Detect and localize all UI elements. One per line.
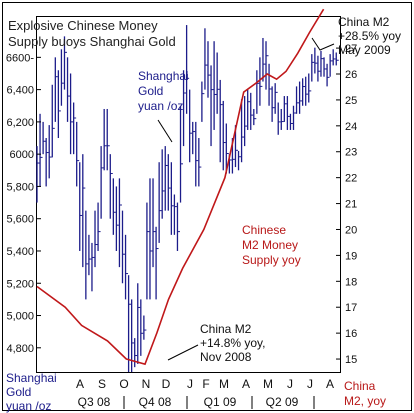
month-label: A <box>242 377 250 391</box>
left-tick-label: 5,400 <box>6 246 34 258</box>
right-tick-label: 19 <box>345 250 357 262</box>
month-label: J <box>287 377 293 391</box>
right-tick-label: 21 <box>345 199 357 211</box>
left-tick-label: 5,600 <box>6 214 34 226</box>
month-label: N <box>142 377 151 391</box>
m2-low-pointer <box>167 344 199 361</box>
month-label: S <box>98 377 106 391</box>
left-tick-label: 6000 <box>10 149 34 161</box>
m2-line <box>36 8 325 366</box>
m2-label-line-2: M2 Money <box>242 238 298 252</box>
right-tick-label: 22 <box>345 173 357 185</box>
quarter-label: Q3 08 <box>78 395 111 409</box>
gold-label-line-2: Gold <box>138 84 163 98</box>
left-tick-label: 4,800 <box>6 343 34 355</box>
m2-label-line-3: Supply yoy <box>242 253 301 267</box>
chart-title-line-1: Explosive Chinese Money <box>8 18 158 33</box>
quarter-label: Q4 08 <box>139 395 172 409</box>
right-tick-label: 16 <box>345 328 357 340</box>
right-tick-label: 26 <box>345 69 357 81</box>
right-axis: 15 16 17 18 19 20 21 22 23 24 25 26 27 <box>336 43 357 366</box>
m2-low-line-1: China M2 <box>200 322 252 336</box>
right-tick-label: 17 <box>345 302 357 314</box>
right-axis-footer-line-2: M2, yoy <box>344 394 386 408</box>
left-axis: 4,800 5,000 5,200 5,400 5,600 5,800 6000 6,200 6… <box>6 52 41 355</box>
m2-high-line-1: China M2 <box>338 15 390 29</box>
right-tick-label: 18 <box>345 276 357 288</box>
chart-title-line-2: Supply buoys Shanghai Gold <box>8 34 176 49</box>
m2-series <box>36 8 325 366</box>
month-label: M <box>263 377 273 391</box>
left-axis-footer-line-3: yuan /oz <box>6 399 51 413</box>
gold-label-line-3: yuan /oz <box>138 99 183 113</box>
left-tick-label: 6600- <box>6 52 34 64</box>
month-label: F <box>202 377 209 391</box>
month-label: M <box>219 377 229 391</box>
month-label: O <box>119 377 128 391</box>
left-tick-label: 6,200 <box>6 117 34 129</box>
x-axis: A S O N D J F M A M J J AQ3 08 Q4 08 Q1 09 Q2 09 <box>76 377 334 409</box>
month-label: A <box>326 377 334 391</box>
m2-label-line-1: Chinese <box>242 223 286 237</box>
gold-price-series <box>36 25 339 372</box>
month-label: A <box>76 377 84 391</box>
quarter-label: Q2 09 <box>266 395 299 409</box>
left-axis-footer-line-2: Gold <box>6 385 31 399</box>
m2-low-line-2: +14.8% yoy, <box>200 336 265 350</box>
right-tick-label: 15 <box>345 354 357 366</box>
left-tick-label: 6,400 <box>6 85 34 97</box>
gold-label-line-1: Shanghai <box>138 69 189 83</box>
m2-high-line-3: May 2009 <box>338 43 391 57</box>
right-tick-label: 25 <box>345 95 357 107</box>
right-tick-label: 23 <box>345 147 357 159</box>
right-tick-label: 24 <box>345 121 357 133</box>
m2-high-line-2: +28.5% yoy <box>338 29 401 43</box>
m2-low-line-3: Nov 2008 <box>200 350 252 364</box>
left-tick-label: 5,000 <box>6 311 34 323</box>
month-label: J <box>307 377 313 391</box>
gold-label-pointer <box>157 119 173 143</box>
month-label: J <box>187 377 193 391</box>
right-tick-label: 27 <box>345 43 357 55</box>
left-tick-label: 5,200 <box>6 278 34 290</box>
m2-high-pointer <box>311 37 335 51</box>
left-tick-label: 5,800 <box>6 181 34 193</box>
right-axis-footer-line-1: China <box>344 379 376 393</box>
month-label: D <box>162 377 171 391</box>
quarter-label: Q1 09 <box>204 395 237 409</box>
left-axis-footer-line-1: Shanghai <box>6 371 57 385</box>
right-tick-label: 20 <box>345 224 357 236</box>
